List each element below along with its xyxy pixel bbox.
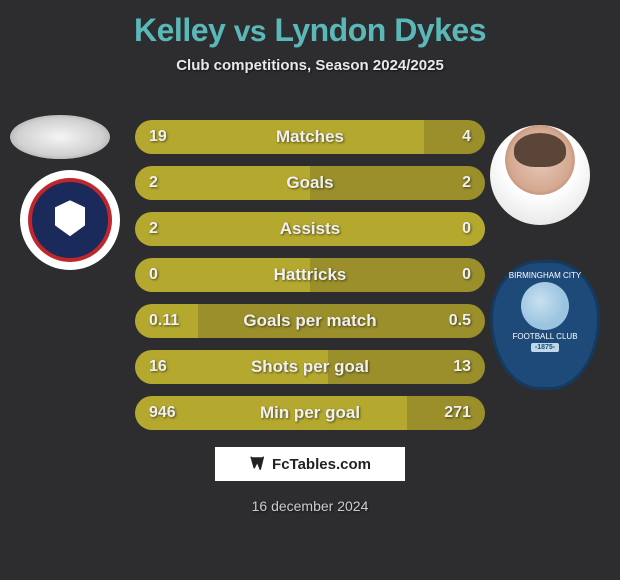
stat-row: 00Hattricks bbox=[135, 258, 485, 292]
player2-club-crest: BIRMINGHAM CITY FOOTBALL CLUB -1875- bbox=[490, 260, 600, 390]
stat-label: Min per goal bbox=[135, 396, 485, 430]
player2-name: Lyndon Dykes bbox=[274, 12, 486, 48]
crest-top-text: BIRMINGHAM CITY bbox=[509, 271, 581, 280]
crawley-crest-icon bbox=[28, 178, 112, 262]
stats-chart: 194Matches 22Goals 20Assists 00Hattricks 0.1… bbox=[135, 120, 485, 442]
globe-icon bbox=[521, 282, 569, 330]
vs-text: vs bbox=[234, 15, 266, 48]
stat-label: Shots per goal bbox=[135, 350, 485, 384]
stat-label: Matches bbox=[135, 120, 485, 154]
crest-mid-text: FOOTBALL CLUB bbox=[512, 332, 577, 341]
chart-icon bbox=[249, 455, 267, 473]
stat-label: Hattricks bbox=[135, 258, 485, 292]
stat-label: Goals bbox=[135, 166, 485, 200]
stat-row: 0.110.5Goals per match bbox=[135, 304, 485, 338]
player1-name: Kelley bbox=[134, 12, 225, 48]
subtitle: Club competitions, Season 2024/2025 bbox=[0, 57, 620, 74]
page-title: Kelley vs Lyndon Dykes bbox=[0, 0, 620, 49]
player1-avatar-placeholder bbox=[10, 115, 110, 159]
fctables-logo: FcTables.com bbox=[215, 447, 405, 481]
logo-text: FcTables.com bbox=[272, 456, 371, 473]
date-text: 16 december 2024 bbox=[0, 498, 620, 514]
player2-avatar bbox=[490, 125, 590, 225]
stat-label: Goals per match bbox=[135, 304, 485, 338]
stat-row: 194Matches bbox=[135, 120, 485, 154]
stat-row: 946271Min per goal bbox=[135, 396, 485, 430]
stat-label: Assists bbox=[135, 212, 485, 246]
stat-row: 20Assists bbox=[135, 212, 485, 246]
stat-row: 22Goals bbox=[135, 166, 485, 200]
player1-club-crest bbox=[20, 170, 120, 270]
crest-year: -1875- bbox=[531, 343, 559, 352]
stat-row: 1613Shots per goal bbox=[135, 350, 485, 384]
